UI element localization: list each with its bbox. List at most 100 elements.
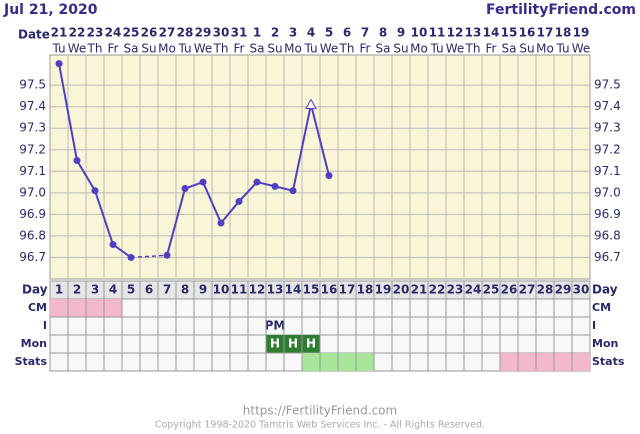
date-label: 31: [231, 26, 248, 40]
y-tick-label: 97.1: [19, 164, 46, 178]
weekday-label: Tu: [303, 42, 317, 56]
row-label-right: I: [592, 319, 596, 332]
temperature-point-open: [305, 98, 317, 110]
temperature-point: [289, 187, 297, 195]
y-tick-label-right: 97.4: [594, 99, 621, 113]
cycle-day: 20: [393, 283, 410, 297]
weekday-label: We: [446, 42, 465, 56]
row-cell: [536, 353, 554, 371]
row-cell: [302, 335, 320, 353]
site-name: FertilityFriend.com: [486, 2, 636, 18]
date-label: 18: [555, 26, 572, 40]
weekday-label: Mo: [410, 42, 428, 56]
date-label: 3: [289, 26, 297, 40]
y-tick-label-right: 96.7: [594, 250, 621, 264]
footer-url: https://FertilityFriend.com: [243, 404, 397, 418]
weekday-label: Sa: [250, 42, 265, 56]
cycle-day: 4: [109, 283, 117, 297]
row-label: CM: [28, 301, 47, 314]
cycle-day: 18: [357, 283, 374, 297]
date-label: 21: [51, 26, 68, 40]
cycle-day: 8: [181, 283, 189, 297]
y-tick-label: 96.8: [19, 228, 46, 242]
date-label: 15: [501, 26, 518, 40]
date-label: 6: [343, 26, 351, 40]
temperature-point: [109, 241, 117, 249]
y-tick-label: 97.5: [19, 78, 46, 92]
cycle-day: 22: [429, 283, 446, 297]
row-cell: [284, 335, 302, 353]
y-tick-label: 96.9: [19, 207, 46, 221]
cycle-day: 21: [411, 283, 428, 297]
date-label: 13: [465, 26, 482, 40]
weekday-label: Mo: [158, 42, 176, 56]
date-label: 16: [519, 26, 536, 40]
y-tick-label-right: 97.1: [594, 164, 621, 178]
footer-copyright: Copyright 1998-2020 Tamtris Web Services…: [155, 420, 485, 431]
y-tick-label-right: 96.9: [594, 207, 621, 221]
weekday-label: Fr: [360, 42, 371, 56]
cycle-day: 24: [465, 283, 482, 297]
cycle-day: 1: [55, 283, 63, 297]
temperature-point: [181, 185, 189, 193]
date-label: 5: [325, 26, 333, 40]
y-tick-label: 97.4: [19, 99, 46, 113]
y-tick-label: 96.7: [19, 250, 46, 264]
cycle-day: 3: [91, 283, 99, 297]
row-label: Day: [22, 283, 48, 297]
cycle-day: 2: [73, 283, 81, 297]
weekday-label: Th: [339, 42, 355, 56]
weekday-label: Fr: [486, 42, 497, 56]
temperature-point: [163, 251, 171, 259]
cycle-day: 6: [145, 283, 153, 297]
date-label: 8: [379, 26, 387, 40]
cycle-day: 13: [267, 283, 284, 297]
weekday-label: Mo: [536, 42, 554, 56]
date-label: 23: [87, 26, 104, 40]
chart-title: Jul 21, 2020: [3, 2, 98, 18]
x-axis-label: Date: [18, 28, 50, 42]
temperature-point: [55, 60, 63, 68]
row-cell: [518, 353, 536, 371]
date-label: 17: [537, 26, 554, 40]
weekday-label: Tu: [177, 42, 191, 56]
temperature-point: [253, 178, 261, 186]
cycle-day: 23: [447, 283, 464, 297]
row-label-right: Day: [592, 283, 618, 297]
temperature-point: [235, 197, 243, 205]
weekday-label: Su: [393, 42, 408, 56]
cycle-day: 27: [519, 283, 536, 297]
row-cell: [104, 299, 122, 317]
cycle-day: 19: [375, 283, 392, 297]
row-cell: [356, 353, 374, 371]
row-cell: [266, 335, 284, 353]
date-label: 19: [573, 26, 590, 40]
date-label: 7: [361, 26, 369, 40]
row-label-right: CM: [592, 301, 611, 314]
cycle-day: 9: [199, 283, 207, 297]
row-cell: [572, 353, 590, 371]
y-tick-label-right: 97.3: [594, 121, 621, 135]
row-label: Stats: [15, 355, 48, 368]
weekday-label: Sa: [502, 42, 517, 56]
temperature-point: [199, 178, 207, 186]
row-cell: [68, 299, 86, 317]
date-label: 24: [105, 26, 122, 40]
date-label: 29: [195, 26, 212, 40]
cycle-day: 16: [321, 283, 338, 297]
cycle-day: 26: [501, 283, 518, 297]
weekday-label: Fr: [108, 42, 119, 56]
row-cell: [338, 353, 356, 371]
cycle-day: 28: [537, 283, 554, 297]
temperature-point: [217, 219, 225, 227]
weekday-label: Mo: [284, 42, 302, 56]
weekday-label: Tu: [51, 42, 65, 56]
cycle-day: 7: [163, 283, 171, 297]
row-label-right: Stats: [592, 355, 625, 368]
date-label: 28: [177, 26, 194, 40]
date-label: 30: [213, 26, 230, 40]
y-tick-label-right: 97.5: [594, 78, 621, 92]
row-cell-text: PM: [265, 319, 286, 333]
row-cell-text: H: [306, 337, 316, 351]
